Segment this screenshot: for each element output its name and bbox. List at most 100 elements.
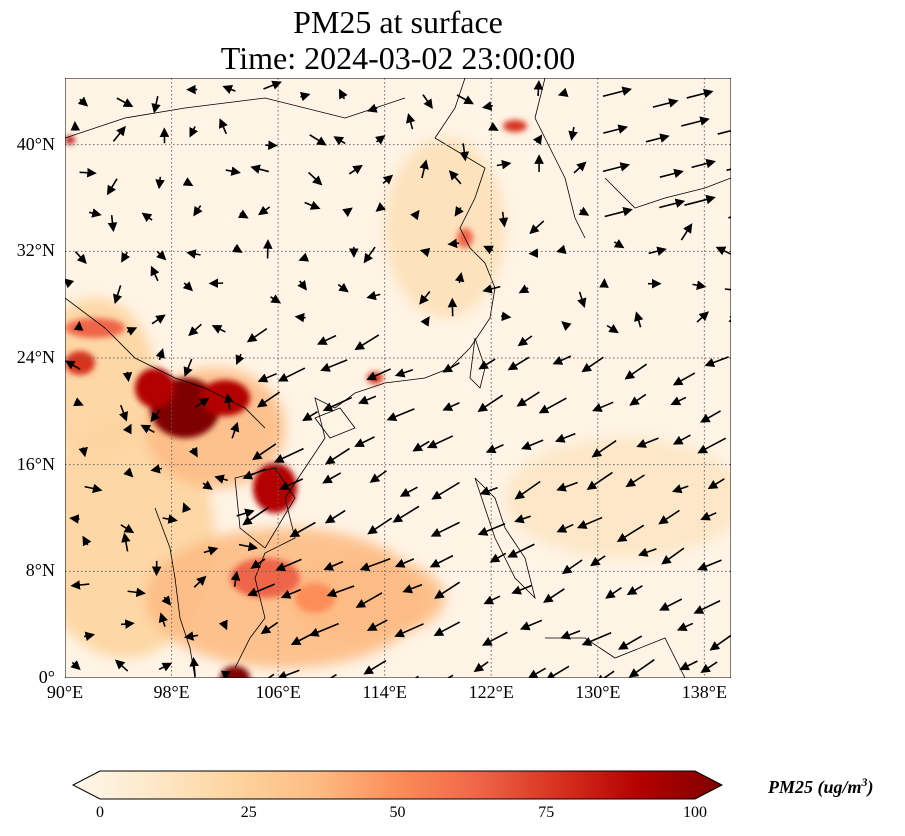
wind-arrow <box>430 521 460 537</box>
wind-arrow <box>637 547 657 557</box>
wind-arrow <box>182 281 193 292</box>
wind-arrow <box>489 552 507 563</box>
wind-arrow <box>289 521 316 538</box>
wind-arrow <box>448 170 462 185</box>
wind-arrow <box>126 327 138 336</box>
wind-arrow <box>193 575 207 588</box>
wind-arrow <box>329 673 337 678</box>
wind-arrow <box>402 583 423 594</box>
wind-arrow <box>479 486 498 496</box>
wind-arrow <box>367 103 378 113</box>
wind-arrow <box>78 446 88 458</box>
wind-arrow <box>140 424 155 434</box>
wind-arrow <box>602 162 631 173</box>
wind-arrow <box>707 478 725 490</box>
wind-arrow <box>211 325 226 334</box>
wind-arrow <box>696 311 709 323</box>
wind-arrow <box>161 595 172 606</box>
wind-arrow <box>659 168 684 179</box>
wind-arrow <box>671 484 689 494</box>
wind-arrow <box>577 291 587 309</box>
wind-arrow <box>242 468 266 480</box>
wind-arrow <box>527 667 547 678</box>
wind-arrow <box>156 250 167 261</box>
wind-arrow <box>434 581 461 599</box>
wind-arrow <box>422 94 433 109</box>
wind-arrow <box>273 447 304 463</box>
wind-arrow <box>521 439 544 450</box>
wind-arrow <box>483 595 501 605</box>
wind-arrow <box>556 523 574 533</box>
wind-arrow <box>257 372 277 383</box>
wind-arrow <box>652 98 679 108</box>
wind-arrow <box>724 288 731 291</box>
wind-arrow <box>298 252 310 262</box>
wind-arrow <box>538 397 567 414</box>
lat-tick-label: 8°N <box>25 560 55 581</box>
wind-arrow <box>691 158 716 169</box>
wind-arrow <box>603 124 628 134</box>
wind-arrow <box>473 661 489 673</box>
wind-arrow <box>116 97 134 108</box>
wind-arrow <box>676 622 694 632</box>
wind-arrow <box>686 88 714 99</box>
wind-arrow <box>496 159 512 170</box>
lon-tick-label: 114°E <box>362 682 407 702</box>
wind-arrow <box>648 246 667 256</box>
wind-arrow <box>324 509 346 524</box>
wind-arrow <box>442 401 460 411</box>
wind-arrow <box>354 334 380 351</box>
wind-arrow <box>573 161 587 174</box>
wind-arrow <box>406 113 416 130</box>
wind-arrow <box>488 122 499 131</box>
wind-arrow <box>692 280 707 290</box>
wind-arrow <box>658 509 680 525</box>
colorbar-tick-label: 25 <box>240 804 257 821</box>
wind-arrow <box>252 443 277 461</box>
lat-tick-label: 32°N <box>16 240 55 261</box>
colorbar-tick-label: 0 <box>96 804 104 821</box>
wind-arrow <box>333 136 346 146</box>
wind-arrow <box>77 96 89 107</box>
wind-arrow <box>578 206 590 216</box>
wind-arrow <box>69 514 80 524</box>
wind-arrow <box>477 523 506 536</box>
wind-arrow <box>433 621 461 636</box>
colorbar-label: PM25 (ug/m3) <box>768 775 874 797</box>
lon-tick-label: 122°E <box>468 682 514 702</box>
wind-arrow <box>613 239 625 249</box>
wind-arrow <box>717 125 731 136</box>
wind-arrow <box>74 251 87 265</box>
wind-arrow <box>121 532 131 552</box>
wind-arrow <box>454 271 465 284</box>
wind-arrow <box>188 323 202 337</box>
wind-arrow <box>363 660 387 675</box>
wind-arrow <box>120 523 135 534</box>
wind-arrow <box>447 238 460 249</box>
wind-arrow <box>626 585 643 596</box>
wind-arrow <box>672 434 691 445</box>
wind-arrow <box>275 558 302 572</box>
wind-arrow <box>592 401 614 412</box>
wind-arrow <box>162 514 178 524</box>
wind-arrow <box>392 505 420 523</box>
wind-arrow <box>420 316 430 327</box>
wind-arrow <box>477 394 504 412</box>
lat-tick-label: 40°N <box>16 133 55 154</box>
wind-arrow <box>375 134 386 145</box>
wind-arrow <box>338 88 348 100</box>
wind-arrow <box>511 584 532 595</box>
wind-arrow <box>279 478 304 490</box>
wind-arrow <box>65 278 75 289</box>
wind-arrow <box>543 588 565 603</box>
wind-arrow <box>127 587 146 598</box>
wind-arrow <box>681 116 710 127</box>
wind-arrow <box>394 623 424 638</box>
wind-arrow <box>680 223 693 241</box>
wind-arrow <box>386 408 415 422</box>
wind-arrow <box>367 517 393 535</box>
wind-arrow <box>483 245 494 255</box>
lat-tick-label: 24°N <box>16 347 55 367</box>
wind-arrow <box>193 205 203 217</box>
wind-arrow <box>123 467 134 478</box>
